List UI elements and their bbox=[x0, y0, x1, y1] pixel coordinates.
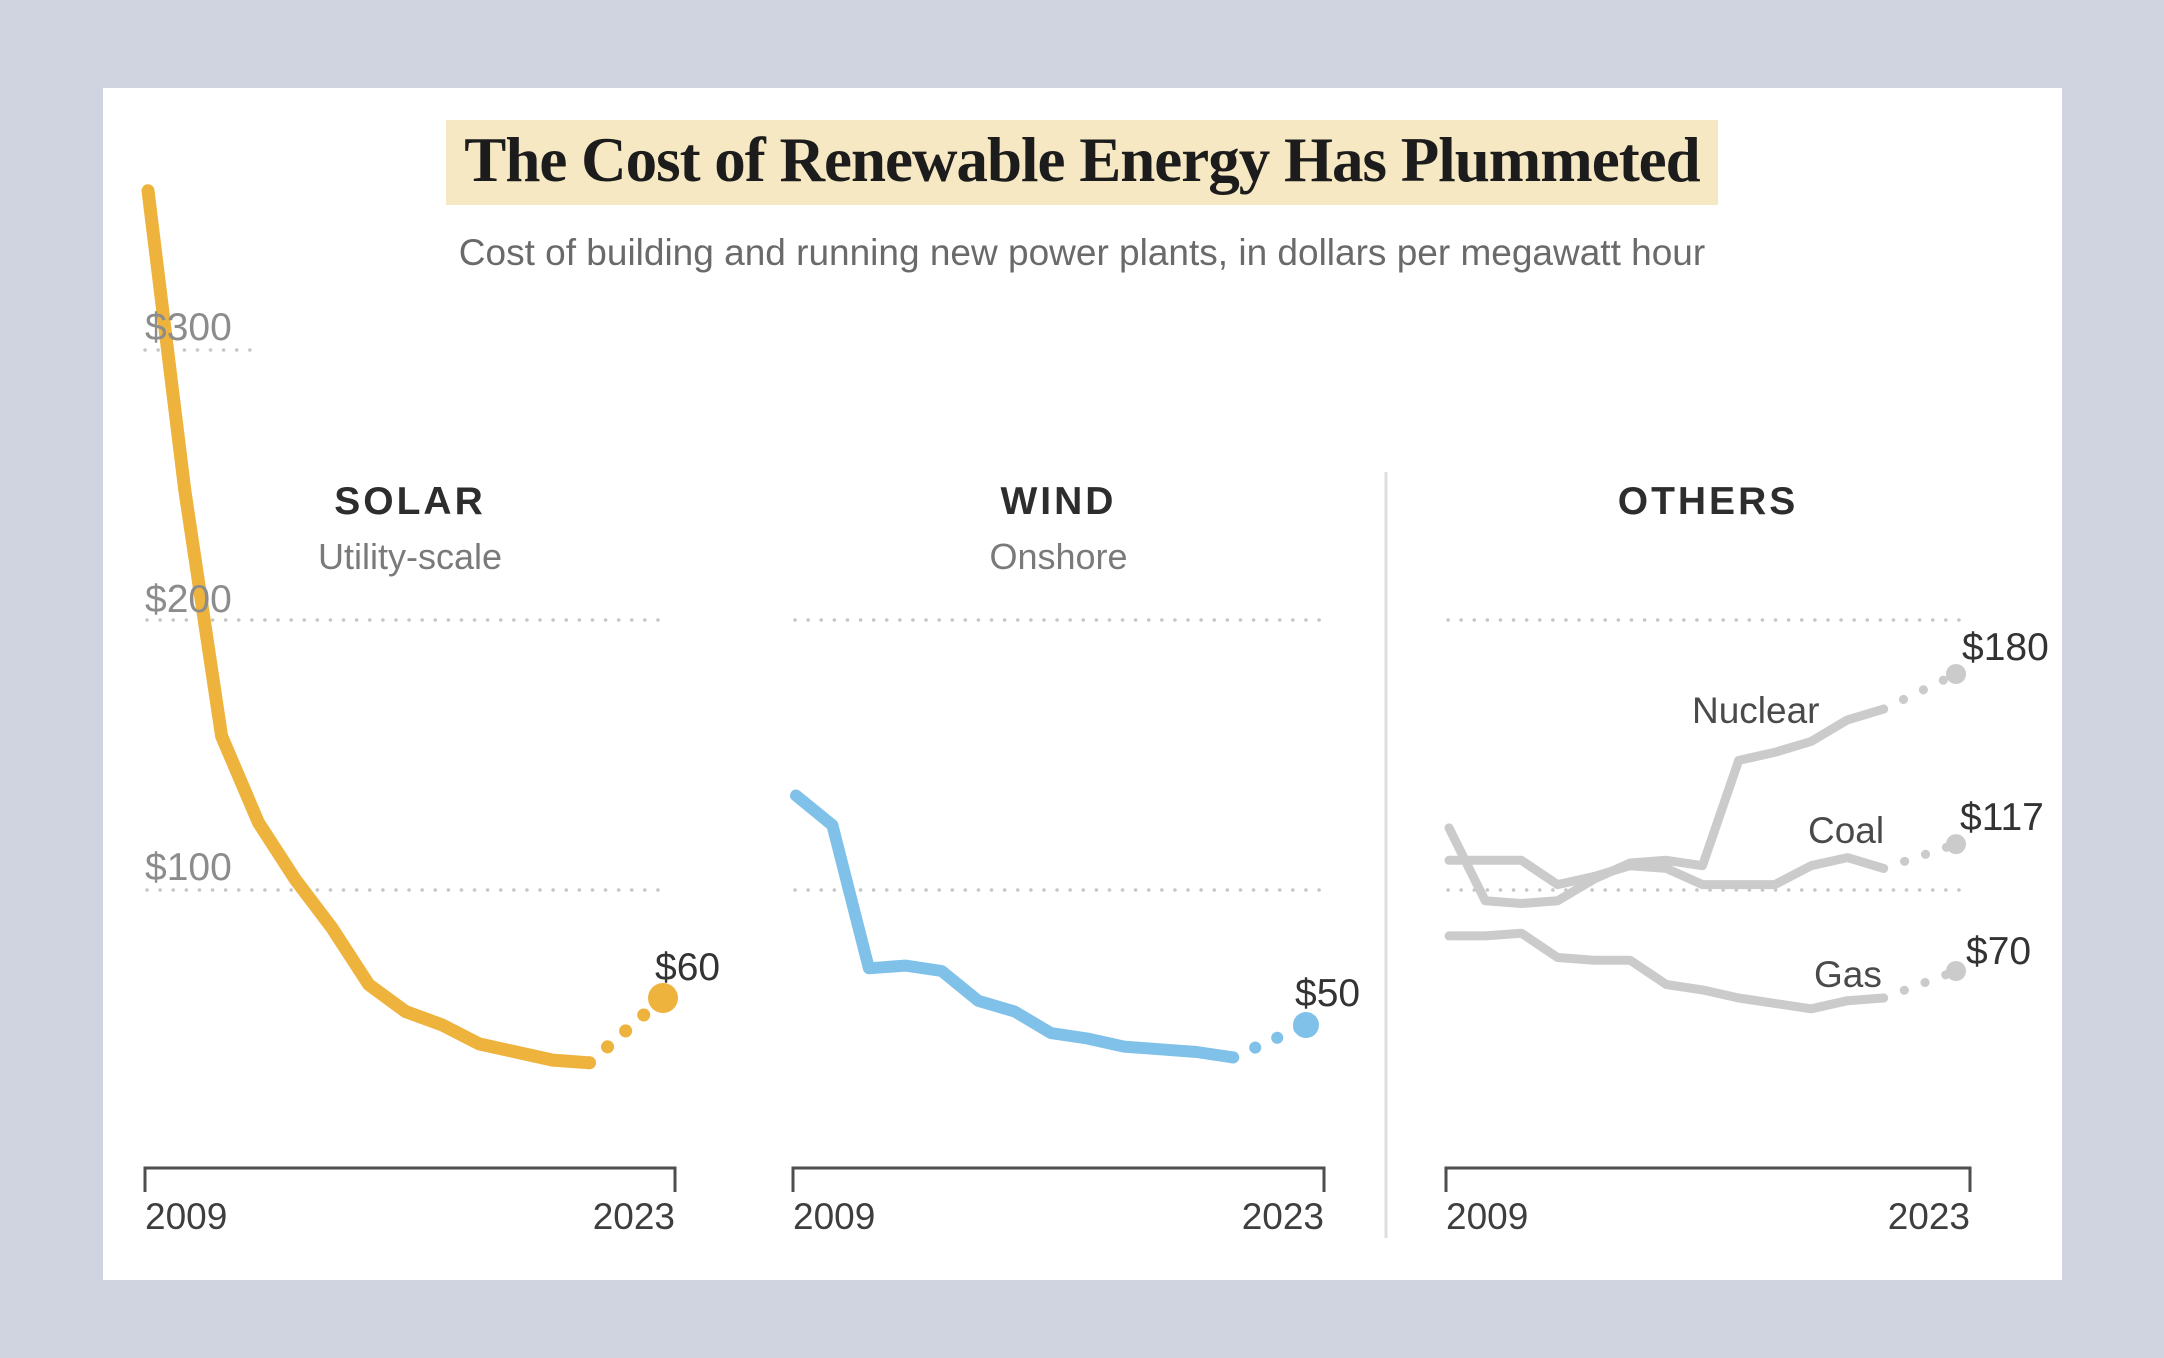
panel-subtitle-wind: Onshore bbox=[989, 536, 1128, 577]
series-label-nuclear: Nuclear bbox=[1692, 690, 1820, 731]
series-label-coal: Coal bbox=[1808, 810, 1885, 851]
end-value-wind: $50 bbox=[1295, 972, 1361, 1015]
chart-card bbox=[103, 88, 2062, 1280]
x-axis-end-wind: 2023 bbox=[1241, 1196, 1324, 1237]
title-row: The Cost of Renewable Energy Has Plummet… bbox=[0, 120, 2164, 205]
x-axis-start-wind: 2009 bbox=[793, 1196, 876, 1237]
end-value-coal: $117 bbox=[1960, 796, 2044, 839]
series-label-gas: Gas bbox=[1814, 954, 1882, 995]
y-axis-label-300: $300 bbox=[145, 306, 232, 349]
end-value-nuclear: $180 bbox=[1962, 626, 2049, 669]
panel-subtitle-solar: Utility-scale bbox=[317, 536, 503, 577]
y-axis-label-200: $200 bbox=[145, 578, 232, 621]
page-title: The Cost of Renewable Energy Has Plummet… bbox=[446, 120, 1718, 205]
end-value-gas: $70 bbox=[1966, 930, 2032, 973]
x-axis-end-solar: 2023 bbox=[592, 1196, 675, 1237]
x-axis-end-others: 2023 bbox=[1887, 1196, 1970, 1237]
page-subtitle: Cost of building and running new power p… bbox=[458, 232, 1706, 273]
panel-title-wind: WIND bbox=[1000, 480, 1117, 523]
panel-title-others: OTHERS bbox=[1617, 480, 1799, 523]
x-axis-start-solar: 2009 bbox=[145, 1196, 228, 1237]
x-axis-start-others: 2009 bbox=[1446, 1196, 1529, 1237]
panel-title-solar: SOLAR bbox=[334, 480, 486, 523]
end-value-solar: $60 bbox=[655, 946, 721, 989]
y-axis-label-100: $100 bbox=[145, 846, 232, 889]
